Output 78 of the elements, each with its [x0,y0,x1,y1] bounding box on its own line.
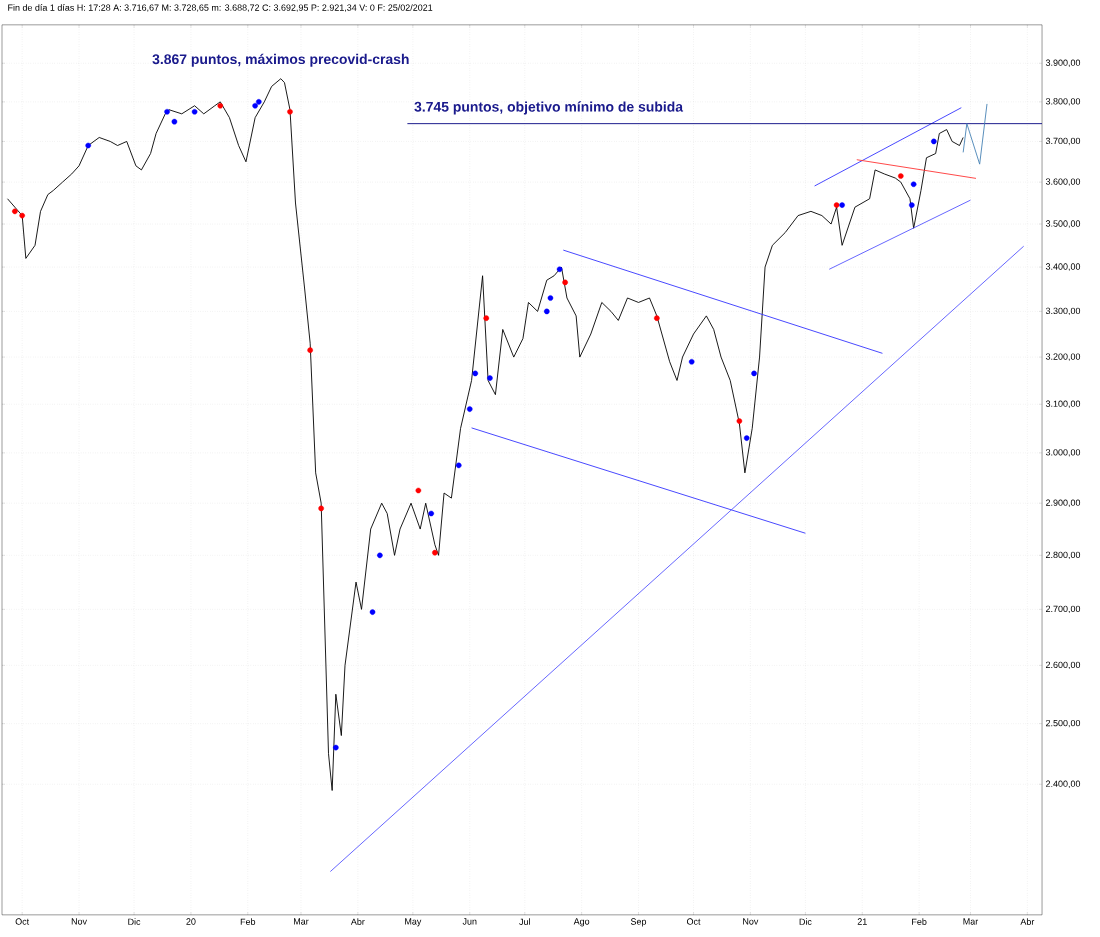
y-tick-label: 2.400,00 [1046,780,1081,788]
x-tick-label: Mar [963,918,979,925]
point [217,102,224,109]
point [466,406,473,412]
point [333,744,339,751]
point [252,102,258,109]
y-tick-label: 3.700,00 [1045,137,1081,146]
point [487,375,493,381]
point [428,510,435,517]
x-tick-label: Mar [294,918,309,925]
point [318,505,324,512]
x-tick-label: Oct [15,918,30,925]
point [839,202,845,208]
point [736,418,743,424]
annotation: 3.745 puntos, objetivo mínimo de subida [414,101,684,115]
x-tick-label: Ago [573,918,590,927]
y-tick-label: 2.600,00 [1046,661,1081,670]
point [256,99,262,105]
point [910,181,917,188]
point [562,279,568,286]
y-tick-label: 3.900,00 [1045,59,1081,67]
x-tick-label: May [405,918,422,927]
annotation: 3.867 puntos, máximos precovid-crash [152,53,409,67]
y-tick-label: 2.700,00 [1046,605,1081,614]
x-tick-label: Oct [686,918,701,925]
x-tick-label: Abr [350,918,365,925]
x-tick-label: Abr [1020,918,1035,925]
point [654,315,660,321]
y-tick-label: 3.500,00 [1045,220,1081,228]
point [171,118,178,125]
x-tick-label: Feb [240,918,256,925]
y-tick-label: 2.900,00 [1046,499,1081,507]
point [191,108,198,115]
point [455,462,462,469]
x-tick-label: 20 [186,918,196,925]
y-tick-label: 3.300,00 [1045,307,1081,316]
point [472,370,479,377]
point [12,208,18,215]
point [287,108,293,115]
y-tick-label: 3.800,00 [1045,98,1081,106]
y-tick-label: 2.800,00 [1046,551,1081,560]
point [833,202,840,208]
point [898,173,904,179]
x-tick-label: Feb [912,918,927,925]
point [19,212,25,219]
point [543,308,550,315]
point [743,435,750,441]
point [556,266,563,273]
point [547,295,554,301]
x-tick-label: 21 [857,918,867,925]
line-series [962,103,988,165]
chart-subtitle: Fin de día 1 días H: 17:28 A: 3.716,67 M: 3.728,65 m: 3.688,72 C: 3.692,95 P: 2.921,34 V: 0 F: 25/02/2021 [8,4,433,12]
point [483,315,490,321]
x-tick-label: Jul [519,918,530,925]
y-tick-label: 3.400,00 [1045,263,1081,271]
x-tick-label: Jun [462,918,477,925]
y-tick-label: 3.100,00 [1045,400,1081,408]
x-tick-label: Nov [71,918,87,925]
point [688,358,695,365]
y-tick-label: 3.600,00 [1045,178,1081,186]
line-series [7,78,964,791]
x-tick-label: Dic [799,918,812,925]
point [432,549,438,556]
x-tick-label: Nov [743,918,759,925]
point [909,202,915,208]
point [164,108,170,115]
point [377,552,383,559]
point [369,609,376,615]
point [751,370,757,377]
y-tick-label: 3.200,00 [1045,353,1081,361]
point [85,142,91,149]
x-tick-label: Dic [128,918,141,925]
point [931,138,937,145]
point [415,487,422,494]
y-tick-label: 3.000,00 [1045,449,1081,457]
x-tick-label: Sep [630,918,647,927]
y-tick-label: 2.500,00 [1046,719,1081,728]
point [307,347,313,353]
